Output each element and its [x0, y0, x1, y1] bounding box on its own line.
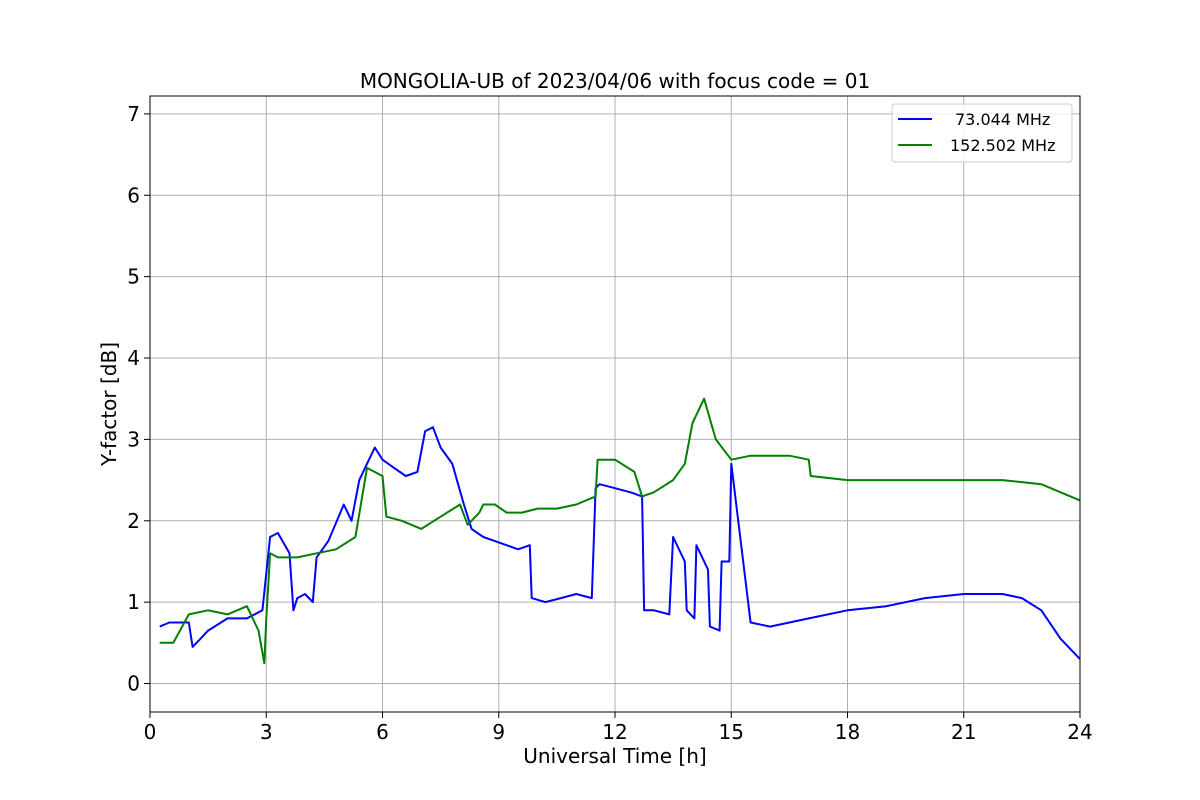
- x-tick-label: 0: [144, 720, 157, 744]
- x-tick-label: 9: [492, 720, 505, 744]
- x-axis-label: Universal Time [h]: [523, 744, 706, 768]
- y-tick-label: 6: [127, 183, 140, 207]
- y-tick-label: 7: [127, 102, 140, 126]
- x-tick-label: 6: [376, 720, 389, 744]
- y-tick-label: 5: [127, 265, 140, 289]
- x-tick-label: 24: [1067, 720, 1092, 744]
- legend-label-73mhz: 73.044 MHz: [955, 110, 1050, 129]
- series-line-152mhz: [159, 397, 1081, 665]
- x-tick-label: 18: [835, 720, 860, 744]
- y-tick-label: 1: [127, 590, 140, 614]
- series-line-73mhz: [159, 426, 1081, 660]
- legend-label-152mhz: 152.502 MHz: [950, 136, 1055, 155]
- x-tick-label: 12: [602, 720, 627, 744]
- x-tick-label: 3: [260, 720, 273, 744]
- x-tick-label: 15: [719, 720, 744, 744]
- legend-box: [891, 103, 1073, 163]
- x-tick-label: 21: [951, 720, 976, 744]
- y-tick-label: 2: [127, 509, 140, 533]
- series-layer: [159, 397, 1081, 665]
- y-tick-label: 4: [127, 346, 140, 370]
- y-tick-label: 3: [127, 427, 140, 451]
- legend: 73.044 MHz 152.502 MHz: [891, 103, 1073, 163]
- chart-title: MONGOLIA-UB of 2023/04/06 with focus cod…: [360, 69, 870, 93]
- y-tick-label: 0: [127, 672, 140, 696]
- y-axis-label: Y-factor [dB]: [97, 342, 121, 467]
